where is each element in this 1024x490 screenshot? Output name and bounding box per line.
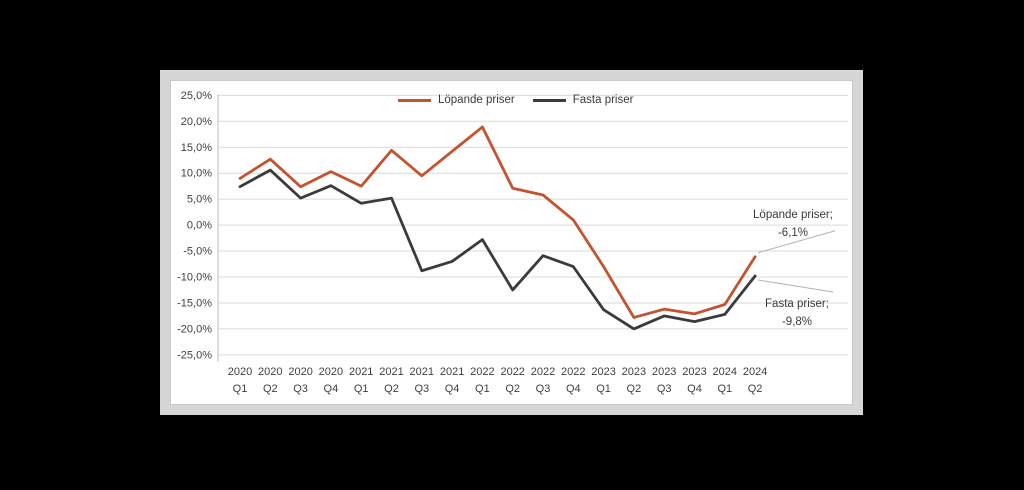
- y-axis-tick-label: 25,0%: [181, 90, 212, 102]
- x-axis-quarter-label: Q3: [536, 383, 551, 395]
- x-axis-year-label: 2022: [531, 366, 555, 378]
- y-axis-tick-label: -20,0%: [177, 323, 212, 335]
- x-axis-year-label: 2020: [288, 366, 312, 378]
- x-axis-quarter-label: Q1: [475, 383, 490, 395]
- x-axis-quarter-label: Q2: [627, 383, 642, 395]
- series-line-l-pande-priser: [238, 125, 757, 319]
- x-axis-year-label: 2024: [713, 366, 737, 378]
- legend-label-fasta: Fasta priser: [572, 94, 634, 106]
- x-axis-quarter-label: Q4: [687, 383, 702, 395]
- y-axis-tick-label: -15,0%: [177, 297, 212, 309]
- x-axis-quarter-label: Q4: [324, 383, 339, 395]
- annotation-lopande-series-name: Löpande priser;: [753, 209, 833, 221]
- x-axis-quarter-label: Q1: [717, 383, 732, 395]
- chart-legend: Löpande priser Fasta priser: [398, 94, 633, 106]
- line-chart: 25,0% 20,0% 15,0% 10,0% 5,0% 0,0% -5,0% -10,0% -…: [177, 90, 848, 395]
- legend-line-swatch-fasta: [532, 98, 566, 102]
- series-line-fasta-priser: [238, 168, 757, 331]
- y-axis-tick-label: -10,0%: [177, 272, 212, 284]
- x-axis-year-label: 2022: [561, 366, 585, 378]
- y-axis-tick-label: 10,0%: [181, 168, 212, 180]
- legend-item-lopande-priser: Löpande priser: [398, 94, 515, 106]
- x-axis-quarter-label: Q4: [566, 383, 581, 395]
- annotation-fasta-endpoint: Fasta priser; -9,8%: [737, 296, 857, 331]
- y-axis-tick-label: 20,0%: [181, 116, 212, 128]
- y-axis-tick-label: 0,0%: [187, 220, 212, 232]
- y-axis-tick-label: 5,0%: [187, 194, 212, 206]
- legend-label-lopande: Löpande priser: [438, 94, 515, 106]
- annotation-lopande-value: -6,1%: [777, 226, 809, 239]
- x-axis-year-label: 2020: [258, 366, 282, 378]
- x-axis-year-label: 2023: [652, 366, 676, 378]
- x-axis-quarter-label: Q4: [445, 383, 460, 395]
- x-axis-quarter-label: Q3: [293, 383, 308, 395]
- legend-line-swatch-lopande: [398, 98, 431, 102]
- x-axis-quarter-label: Q2: [384, 383, 399, 395]
- x-axis-quarter-label: Q2: [263, 383, 278, 395]
- x-axis-year-label: 2021: [379, 366, 403, 378]
- annotation-lopande-endpoint: Löpande priser; -6,1%: [733, 207, 853, 242]
- leader-line-fasta: [758, 279, 834, 293]
- x-axis-year-label: 2020: [319, 366, 343, 378]
- x-axis-year-label: 2022: [470, 366, 494, 378]
- x-axis-quarter-label: Q3: [657, 383, 672, 395]
- y-axis-tick-label: -5,0%: [183, 246, 212, 258]
- y-axis-tick-label: -25,0%: [177, 349, 212, 361]
- x-axis-year-label: 2023: [622, 366, 646, 378]
- x-axis-quarter-label: Q2: [505, 383, 520, 395]
- x-axis-quarter-label: Q1: [354, 383, 369, 395]
- x-axis-year-label: 2020: [228, 366, 252, 378]
- x-axis-year-label: 2021: [440, 366, 464, 378]
- x-axis-year-label: 2023: [591, 366, 615, 378]
- leader-line-lopande: [757, 230, 836, 254]
- x-axis-quarter-label: Q3: [414, 383, 429, 395]
- x-axis-year-label: 2022: [500, 366, 524, 378]
- x-axis-quarter-label: Q1: [596, 383, 611, 395]
- annotation-fasta-series-name: Fasta priser;: [765, 298, 829, 310]
- chart-panel: 25,0% 20,0% 15,0% 10,0% 5,0% 0,0% -5,0% -10,0% -…: [160, 70, 863, 415]
- x-axis-year-label: 2021: [410, 366, 434, 378]
- x-axis-year-label: 2021: [349, 366, 373, 378]
- legend-item-fasta-priser: Fasta priser: [532, 94, 634, 106]
- y-axis-tick-label: 15,0%: [181, 142, 212, 154]
- annotation-fasta-value: -9,8%: [781, 315, 813, 328]
- x-axis-quarter-label: Q1: [233, 383, 248, 395]
- x-axis-quarter-label: Q2: [748, 383, 763, 395]
- x-axis-year-label: 2024: [743, 366, 767, 378]
- x-axis-year-label: 2023: [682, 366, 706, 378]
